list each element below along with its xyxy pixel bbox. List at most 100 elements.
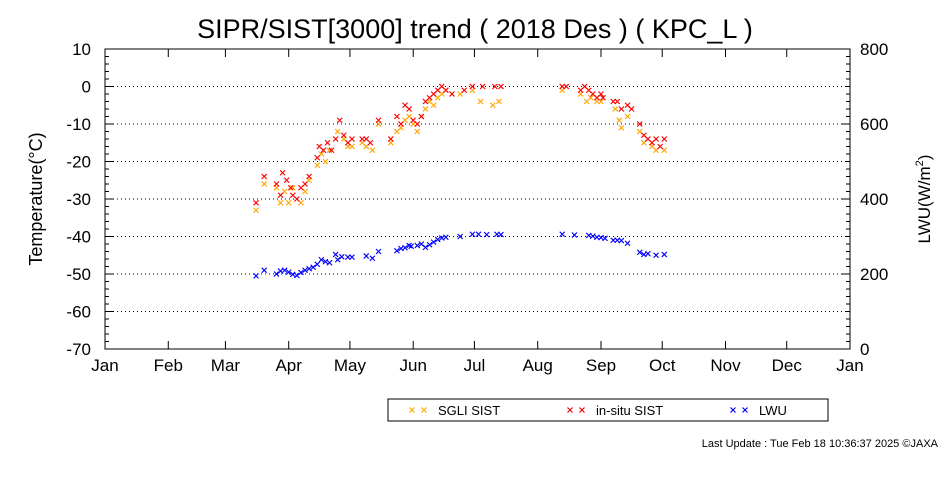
data-point <box>612 106 619 112</box>
data-point <box>461 87 468 94</box>
x-axis-label: Sep <box>586 356 616 375</box>
data-point <box>498 231 504 238</box>
legend-marker <box>742 407 748 413</box>
data-point <box>426 241 433 248</box>
data-point <box>393 247 400 254</box>
data-point <box>657 143 664 150</box>
data-point <box>306 265 313 272</box>
left-axis-labels: 10 0 -10 -20 -30 -40 -50 -60 -70 <box>66 40 91 359</box>
data-point <box>563 83 570 90</box>
gridlines <box>105 86 850 312</box>
data-point <box>475 231 482 238</box>
data-point <box>363 253 370 259</box>
right-axis-title: LWU(W/m2) <box>914 155 934 244</box>
legend-marker <box>409 407 415 413</box>
legend-marker <box>579 407 585 413</box>
left-axis-label: -20 <box>66 153 91 172</box>
data-point <box>653 252 660 259</box>
axis-ticks <box>104 48 851 350</box>
x-axis-label: May <box>334 356 367 375</box>
plot-area <box>104 48 851 350</box>
data-point <box>289 271 296 278</box>
data-point <box>277 199 284 206</box>
data-point <box>375 248 382 255</box>
data-point <box>602 235 608 242</box>
data-point <box>498 83 504 90</box>
data-point <box>624 240 631 247</box>
chart-title: SIPR/SIST[3000] trend ( 2018 Des ) ( KPC… <box>197 14 753 44</box>
left-axis-title: Temperature(°C) <box>26 132 46 265</box>
data-point <box>653 136 660 142</box>
data-point <box>326 259 333 266</box>
data-point <box>479 83 486 90</box>
data-point <box>430 239 437 246</box>
x-axis-label: Dec <box>772 356 803 375</box>
data-point <box>661 251 668 258</box>
data-point <box>587 94 594 101</box>
data-point <box>387 136 394 142</box>
legend-marker <box>730 407 736 413</box>
data-point <box>328 147 335 154</box>
data-point <box>261 267 268 274</box>
data-point <box>310 264 317 271</box>
data-point <box>314 261 321 268</box>
data-point <box>334 256 341 263</box>
right-axis-label: 400 <box>860 190 888 209</box>
data-point <box>369 147 376 154</box>
data-point <box>618 237 625 244</box>
x-axis-label: Jan <box>836 356 863 375</box>
data-point <box>273 271 280 277</box>
data-point <box>477 98 484 105</box>
plot-frame <box>104 48 851 350</box>
right-axis-labels: 800 600 400 200 0 <box>860 40 888 359</box>
data-point <box>293 196 300 202</box>
data-point <box>571 232 578 238</box>
left-axis-label: -70 <box>66 340 91 359</box>
left-axis-label: -30 <box>66 190 91 209</box>
x-axis-label: Jan <box>91 356 118 375</box>
data-point <box>414 242 421 249</box>
data-point <box>600 94 606 101</box>
data-point <box>661 136 668 142</box>
data-point <box>375 117 382 124</box>
data-point <box>483 231 490 238</box>
data-point <box>469 83 476 90</box>
legend-marker <box>567 407 573 413</box>
data-point <box>559 231 566 238</box>
right-axis-label: 600 <box>860 115 888 134</box>
legend-label: LWU <box>759 403 787 418</box>
data-point <box>442 234 449 241</box>
data-point <box>645 250 651 257</box>
data-point <box>449 91 455 97</box>
data-point <box>336 117 343 124</box>
data-point <box>457 233 464 240</box>
data-point <box>636 249 643 256</box>
data-point <box>393 113 400 120</box>
x-axis-labels: Jan Feb Mar Apr May Jun Jul Aug Sep Oct Nov Dec Jan <box>91 356 863 375</box>
data-point <box>253 199 259 206</box>
data-point <box>285 199 292 206</box>
right-axis-title-end: ) <box>915 155 934 161</box>
x-axis-label: Feb <box>154 356 183 375</box>
data-point <box>318 256 325 263</box>
data-point <box>285 269 292 276</box>
left-axis-label: 0 <box>82 78 91 97</box>
data-point <box>322 258 329 265</box>
left-axis-label: 10 <box>72 40 91 59</box>
data-point <box>332 251 339 258</box>
data-point <box>624 113 631 120</box>
data-point <box>281 267 288 274</box>
data-point <box>253 272 259 279</box>
data-point <box>598 91 604 97</box>
data-point <box>442 87 449 94</box>
data-point <box>338 253 345 260</box>
data-point <box>287 184 294 191</box>
data-point <box>406 106 413 112</box>
data-point <box>408 243 415 250</box>
left-axis-label: -60 <box>66 303 91 322</box>
right-axis-label: 200 <box>860 265 888 284</box>
data-point <box>253 207 259 214</box>
data-point <box>414 121 421 127</box>
data-point <box>340 132 347 139</box>
data-point <box>628 106 635 112</box>
